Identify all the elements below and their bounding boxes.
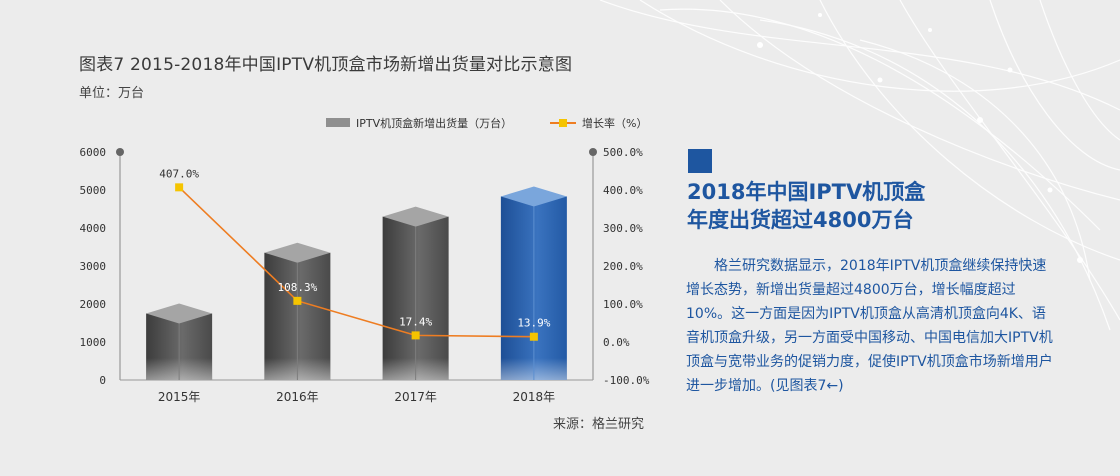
- right-tick-label: 200.0%: [603, 260, 643, 273]
- legend-line-label: 增长率（%）: [582, 116, 647, 130]
- growth-marker: [529, 332, 538, 341]
- growth-data-label: 13.9%: [517, 317, 550, 330]
- left-tick-label: 3000: [80, 260, 107, 273]
- legend-line-marker: [559, 119, 567, 127]
- left-tick-label: 0: [99, 374, 106, 387]
- bar-top: [500, 186, 567, 207]
- shipment-chart: IPTV机顶盒新增出货量（万台） 增长率（%） 0 1000 2000 3000 400…: [80, 116, 650, 404]
- right-tick-label: 0.0%: [603, 336, 630, 349]
- bar-0: [146, 303, 213, 380]
- growth-data-label: 108.3%: [278, 281, 318, 294]
- left-tick-label: 1000: [80, 336, 107, 349]
- right-tick-label: 100.0%: [603, 298, 643, 311]
- right-tick-label: -100.0%: [603, 374, 650, 387]
- growth-marker: [293, 296, 302, 305]
- source-label: 来源：格兰研究: [553, 417, 645, 432]
- right-tick-label: 500.0%: [603, 146, 643, 159]
- legend: IPTV机顶盒新增出货量（万台） 增长率（%）: [326, 116, 647, 130]
- growth-data-label: 17.4%: [399, 315, 432, 328]
- left-axis: 0 1000 2000 3000 4000 5000 6000: [80, 146, 124, 387]
- unit-label: 单位：万台: [79, 86, 145, 101]
- bar-top: [146, 303, 213, 324]
- right-tick-label: 300.0%: [603, 222, 643, 235]
- x-tick-label: 2016年: [276, 390, 319, 404]
- growth-line-path: [178, 186, 534, 338]
- side-headline-line1: 2018年中国IPTV机顶盒: [687, 180, 926, 204]
- growth-marker: [175, 183, 184, 192]
- growth-data-label: 407.0%: [159, 167, 199, 180]
- bar-top: [382, 206, 449, 227]
- left-tick-label: 4000: [80, 222, 107, 235]
- x-tick-label: 2017年: [394, 390, 437, 404]
- left-tick-label: 6000: [80, 146, 107, 159]
- left-tick-label: 5000: [80, 184, 107, 197]
- left-axis-cap: [116, 148, 124, 156]
- left-tick-label: 2000: [80, 298, 107, 311]
- bar-2: [382, 206, 449, 380]
- legend-bar-label: IPTV机顶盒新增出货量（万台）: [356, 116, 512, 130]
- side-headline-line2: 年度出货超过4800万台: [687, 208, 914, 232]
- chart-title: 图表7 2015-2018年中国IPTV机顶盒市场新增出货量对比示意图: [79, 55, 573, 75]
- legend-bar-swatch: [326, 118, 350, 127]
- bar-3: [500, 186, 567, 380]
- bar-top: [264, 242, 331, 263]
- x-tick-label: 2015年: [158, 390, 201, 404]
- bar-1: [264, 242, 331, 380]
- right-axis: -100.0% 0.0% 100.0% 200.0% 300.0% 400.0% 500.0…: [589, 146, 650, 387]
- side-headline: 2018年中国IPTV机顶盒 年度出货超过4800万台: [687, 178, 1017, 234]
- right-tick-label: 400.0%: [603, 184, 643, 197]
- right-axis-cap: [589, 148, 597, 156]
- x-tick-label: 2018年: [513, 390, 556, 404]
- side-body-text: 格兰研究数据显示，2018年IPTV机顶盒继续保持快速增长态势，新增出货量超过4…: [686, 258, 1053, 394]
- section-marker: [688, 149, 712, 173]
- growth-marker: [411, 331, 420, 340]
